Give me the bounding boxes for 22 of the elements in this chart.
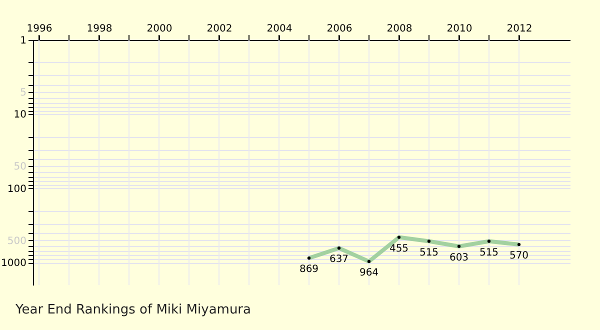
x-tick-label: 1996 <box>26 24 52 34</box>
y-tick-label: 1000 <box>1 258 26 270</box>
data-label: 869 <box>299 264 319 276</box>
data-label: 603 <box>449 252 469 264</box>
y-tick-label: 10 <box>14 110 26 121</box>
x-tick-label: 2006 <box>326 24 352 34</box>
x-tick-label: 2002 <box>206 24 232 34</box>
x-tick-label: 2000 <box>146 24 172 34</box>
data-label: 570 <box>509 250 529 262</box>
text: Year End Rankings of Miki Miyamura <box>14 302 252 318</box>
y-tick-label: 100 <box>7 184 26 195</box>
x-tick-label: 2012 <box>506 24 532 34</box>
x-tick-label: 1998 <box>86 24 112 34</box>
y-tick-label: 1 <box>20 36 26 46</box>
x-tick-label: 2008 <box>386 24 412 34</box>
data-label: 964 <box>359 267 379 278</box>
x-tick-label: 2004 <box>266 24 292 34</box>
x-tick-label: 2010 <box>446 24 472 34</box>
data-label: 515 <box>479 247 499 258</box>
data-label: 515 <box>419 247 439 258</box>
data-label: 637 <box>329 254 349 266</box>
data-label: 455 <box>389 243 409 254</box>
